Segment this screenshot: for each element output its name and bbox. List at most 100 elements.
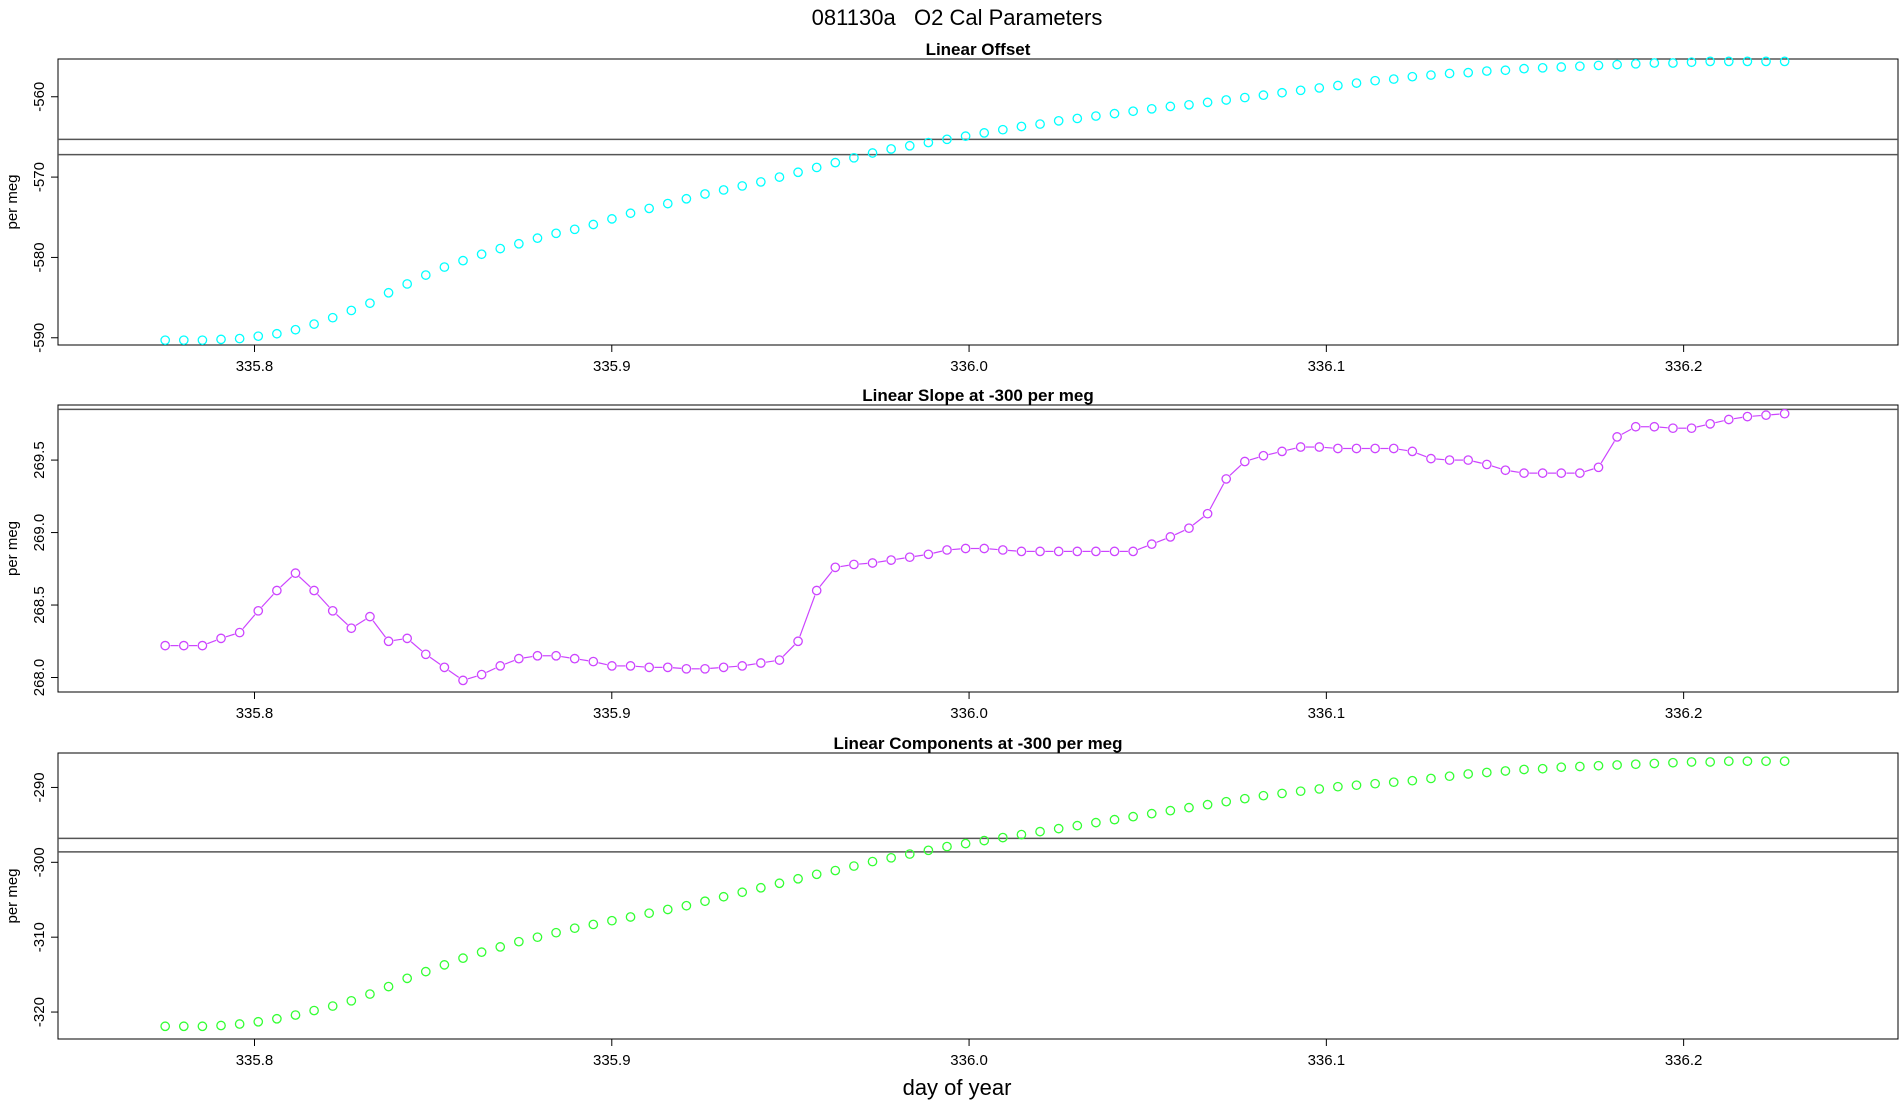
data-point [1426,453,1436,464]
data-point [886,852,896,863]
data-point [160,640,171,651]
y-tick-label: 269.0 [31,514,48,552]
x-tick-label: 335.8 [236,358,274,375]
data-point [1314,442,1325,452]
series-line-segment [448,669,460,678]
panels: Linear Offset 335.8 335.9 336.0 336.1 336.2 -5… [4,40,1899,1069]
data-point [1723,56,1734,67]
series-line-segment [298,576,311,588]
data-point [1184,99,1194,110]
y-tick-label: 268.5 [31,586,48,624]
data-point [904,552,915,563]
data-point [1016,546,1027,557]
series-line-segment [1621,428,1632,435]
series-line-segment [1249,456,1259,461]
data-point [1388,777,1399,788]
data-point [755,177,766,187]
data-point [160,1021,171,1032]
data-point [1146,808,1157,819]
series-line-segment [1416,452,1427,458]
data-point [1649,58,1660,68]
y-tick-label: -300 [31,847,48,877]
series-line-segment [355,618,366,626]
series-line-segment [429,656,441,665]
data-point [216,334,226,345]
series-line-segment [1752,414,1761,417]
data-point [1630,759,1641,770]
series-line-segment [317,593,330,608]
data-point [346,623,357,634]
data-point [1072,546,1083,557]
data-point [1146,103,1157,114]
data-point [942,134,952,145]
data-point [718,185,729,195]
data-point [1761,756,1771,767]
data-point [178,640,189,651]
data-point [1668,58,1678,68]
data-point [867,148,878,158]
series-line-segment [261,593,274,608]
data-point [1481,459,1492,470]
series-line-segment [840,564,849,568]
data-point [569,653,580,664]
data-point [327,1001,338,1011]
data-point [886,144,896,154]
data-point [1053,116,1064,126]
series-line-segment [1696,424,1706,428]
data-point [1575,761,1585,772]
series-line-segment [504,659,515,665]
data-point [1184,523,1194,534]
data-point [681,900,692,911]
figure-title: 081130a O2 Cal Parameters [812,5,1103,30]
data-point [811,162,822,173]
data-point [420,649,431,660]
data-point [365,611,375,622]
series-line-segment [598,662,608,666]
data-point [793,636,803,647]
data-point [1109,546,1120,557]
data-point [588,219,599,230]
data-point [458,675,468,686]
series-line-segment [579,658,589,662]
x-tick-label: 335.8 [236,705,274,722]
data-point [1537,62,1548,73]
data-point [737,661,748,671]
data-point [1407,71,1418,82]
data-point [253,605,264,616]
data-point [1779,408,1790,419]
data-point [402,973,413,984]
data-point [532,650,543,661]
data-point [681,663,692,674]
data-point [514,653,524,664]
data-point [997,832,1008,843]
data-point [793,167,803,178]
data-point [1761,56,1771,67]
series-line-segment [1192,516,1204,526]
data-point [1686,757,1697,767]
data-point [234,627,245,638]
data-point [960,131,971,141]
data-point [588,919,599,930]
y-axis-label: per meg [4,174,21,229]
data-point [383,636,394,647]
y-axis-label: per meg [4,868,21,923]
data-point [439,960,450,970]
data-point [1072,113,1083,124]
series-line-segment [1715,420,1724,424]
data-point [607,661,617,671]
data-point [1277,788,1287,799]
data-point [644,908,655,919]
data-point [755,882,766,893]
x-tick-label: 335.9 [593,1052,631,1069]
data-point [1016,121,1027,132]
data-point [607,214,617,224]
data-point [904,140,915,151]
data-point [1091,111,1101,121]
x-tick-label: 335.8 [236,1052,274,1069]
data-point [1202,799,1213,810]
data-point [718,662,729,673]
series-line-segment [1584,468,1594,473]
data-point [197,1021,208,1032]
data-point [755,658,766,668]
data-point [495,942,506,952]
